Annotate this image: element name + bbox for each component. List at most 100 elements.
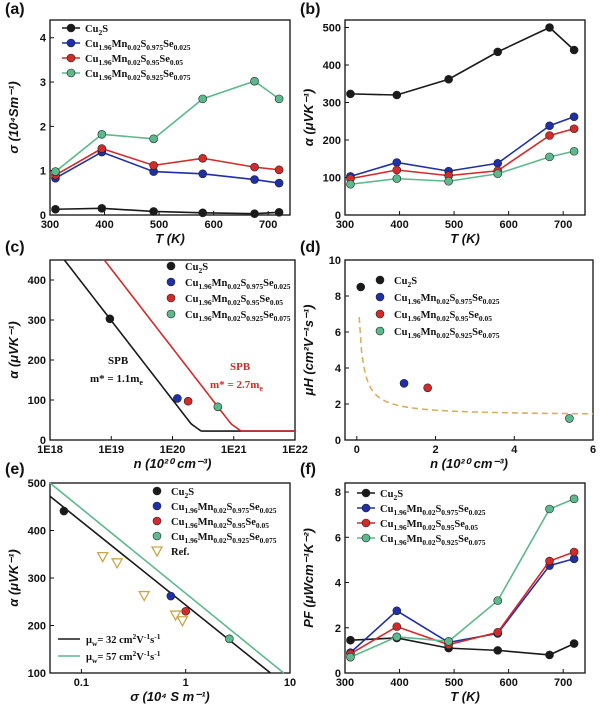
p3-s1-legend-rest2: S bbox=[449, 293, 455, 304]
mu-part: -1 bbox=[144, 632, 150, 641]
data-point bbox=[149, 134, 158, 144]
x-axis-label: n (10²⁰ cm⁻³) bbox=[134, 456, 212, 471]
data-point bbox=[198, 94, 208, 104]
legend-marker bbox=[375, 326, 385, 336]
data-point bbox=[399, 378, 409, 388]
p4-s2-legend-base: Cu bbox=[171, 517, 185, 528]
data-point bbox=[274, 94, 284, 104]
p4-s0-legend-base: Cu bbox=[171, 487, 185, 498]
p2-s1-legend-sub4: 0.025 bbox=[274, 282, 291, 291]
legend-ref-marker bbox=[150, 546, 164, 558]
legend-marker bbox=[152, 486, 162, 496]
p5-s1-legend-rest2: S bbox=[435, 504, 441, 515]
legend-0: Cu2SCu1.96Mn0.02S0.975Se0.025Cu1.96Mn0.0… bbox=[62, 23, 191, 82]
fit-curve bbox=[358, 317, 594, 415]
data-point bbox=[569, 146, 579, 156]
p3-s2-legend-rest2: S bbox=[449, 310, 455, 321]
p4-s2-legend-label: Cu1.96Mn0.02S0.95Se0.05 bbox=[171, 517, 269, 530]
data-point bbox=[444, 637, 453, 646]
p2-s3-legend-sub: 1.96 bbox=[198, 314, 211, 323]
p3-s3-legend-label: Cu1.96Mn0.02S0.925Se0.075 bbox=[394, 327, 500, 340]
p5-s3-legend-sub2: 0.02 bbox=[422, 538, 435, 547]
p3-s1-legend-rest: Mn bbox=[421, 293, 437, 304]
p5-s2-legend-sub2: 0.02 bbox=[422, 523, 435, 532]
y-tick-label: 0 bbox=[40, 210, 46, 222]
y-axis-label: μH (cm²V⁻¹s⁻¹) bbox=[301, 305, 316, 397]
p2-s3-legend-label: Cu1.96Mn0.02S0.925Se0.075 bbox=[185, 310, 291, 323]
data-point bbox=[250, 76, 259, 86]
p4-s2-legend-sub4: 0.05 bbox=[256, 521, 269, 530]
p5-s3-legend-rest: Mn bbox=[407, 534, 423, 545]
legend-marker bbox=[66, 53, 76, 63]
p0-s1-legend-rest: Mn bbox=[112, 39, 128, 50]
y-tick-label: 500 bbox=[323, 23, 341, 35]
p4-s3-legend-rest: Mn bbox=[198, 532, 214, 543]
p2-s3-legend-rest: Mn bbox=[212, 310, 228, 321]
panel-letter: (e) bbox=[5, 461, 25, 478]
data-point bbox=[346, 652, 355, 662]
p0-s1-legend-rest2: S bbox=[140, 39, 146, 50]
p3-s1-legend-label: Cu1.96Mn0.02S0.975Se0.025 bbox=[394, 293, 500, 306]
x-tick-label: 300 bbox=[336, 677, 354, 689]
p0-s2-legend-sub2: 0.02 bbox=[127, 58, 140, 67]
p5-s1-legend-sub3: 0.975 bbox=[441, 508, 458, 517]
p5-s1-legend-rest: Mn bbox=[407, 504, 423, 515]
y-axis-label: α (μVK⁻¹) bbox=[6, 549, 21, 606]
data-point bbox=[392, 158, 402, 167]
p4-s2-legend-rest3: Se bbox=[245, 517, 256, 528]
legend-marker bbox=[152, 531, 162, 541]
plot-frame bbox=[344, 19, 586, 216]
data-point bbox=[493, 158, 503, 168]
p2-s3-legend-sub4: 0.075 bbox=[274, 314, 291, 323]
x-tick-label: 0.1 bbox=[74, 677, 89, 689]
y-tick-label: 100 bbox=[28, 395, 46, 407]
ref-point bbox=[111, 558, 124, 570]
m-star-red: m* = 2.7me bbox=[210, 379, 263, 393]
x-tick-label: 1E18 bbox=[37, 444, 63, 456]
p0-s2-legend-base: Cu bbox=[85, 54, 99, 65]
data-point bbox=[493, 47, 503, 57]
p3-s3-legend-base: Cu bbox=[394, 327, 408, 338]
p4-s0-legend-rest: S bbox=[188, 487, 194, 498]
data-point bbox=[392, 90, 402, 100]
data-point bbox=[225, 634, 234, 644]
p5-s2-legend-sub: 1.96 bbox=[393, 523, 406, 532]
p3-s1-legend-sub2: 0.02 bbox=[436, 297, 449, 306]
mu-legend-label: μw= 32 cm2V-1s-1 bbox=[86, 632, 161, 648]
y-tick-label: 300 bbox=[28, 573, 46, 585]
y-tick-label: 6 bbox=[335, 532, 341, 544]
legend-marker bbox=[66, 38, 76, 48]
x-tick-label: 10 bbox=[284, 677, 296, 689]
y-tick-label: 2 bbox=[335, 623, 341, 635]
legend-5: Cu2SCu1.96Mn0.02S0.975Se0.025Cu1.96Mn0.0… bbox=[357, 488, 486, 547]
plot-frame bbox=[344, 482, 586, 674]
p3-s1-legend-base: Cu bbox=[394, 293, 408, 304]
p0-s2-legend-rest3: Se bbox=[159, 54, 170, 65]
p5-s3-legend-label: Cu1.96Mn0.02S0.925Se0.075 bbox=[380, 534, 486, 547]
y-tick-label: 100 bbox=[323, 173, 341, 185]
p2-s2-legend-rest2: S bbox=[240, 294, 246, 305]
p5-s2-legend-sub3: 0.95 bbox=[441, 523, 454, 532]
p5-s1-legend-sub4: 0.025 bbox=[469, 508, 486, 517]
y-tick-label: 0 bbox=[335, 668, 341, 680]
p5-s2-legend-rest: Mn bbox=[407, 519, 423, 530]
x-tick-label: 700 bbox=[554, 219, 572, 231]
p0-s1-legend-base: Cu bbox=[85, 39, 99, 50]
legend-marker bbox=[375, 275, 385, 285]
x-tick-label: 300 bbox=[336, 219, 354, 231]
y-tick-label: 6 bbox=[335, 327, 341, 339]
p0-s3-legend-sub2: 0.02 bbox=[127, 73, 140, 82]
p0-s3-legend-rest: Mn bbox=[112, 69, 128, 80]
p3-s1-legend-sub4: 0.025 bbox=[483, 297, 500, 306]
p3-s3-legend-rest2: S bbox=[449, 327, 455, 338]
x-tick-label: 1E19 bbox=[98, 444, 124, 456]
p2-s0-legend-base: Cu bbox=[185, 262, 199, 273]
p4-s1-legend-rest2: S bbox=[226, 502, 232, 513]
p3-s3-legend-sub: 1.96 bbox=[407, 331, 420, 340]
data-point bbox=[346, 635, 355, 645]
p3-s2-legend-sub3: 0.95 bbox=[455, 314, 468, 323]
legend-marker bbox=[361, 533, 371, 543]
p3-s3-legend-sub4: 0.075 bbox=[483, 331, 500, 340]
y-tick-label: 2 bbox=[335, 399, 341, 411]
y-tick-label: 4 bbox=[335, 363, 342, 375]
